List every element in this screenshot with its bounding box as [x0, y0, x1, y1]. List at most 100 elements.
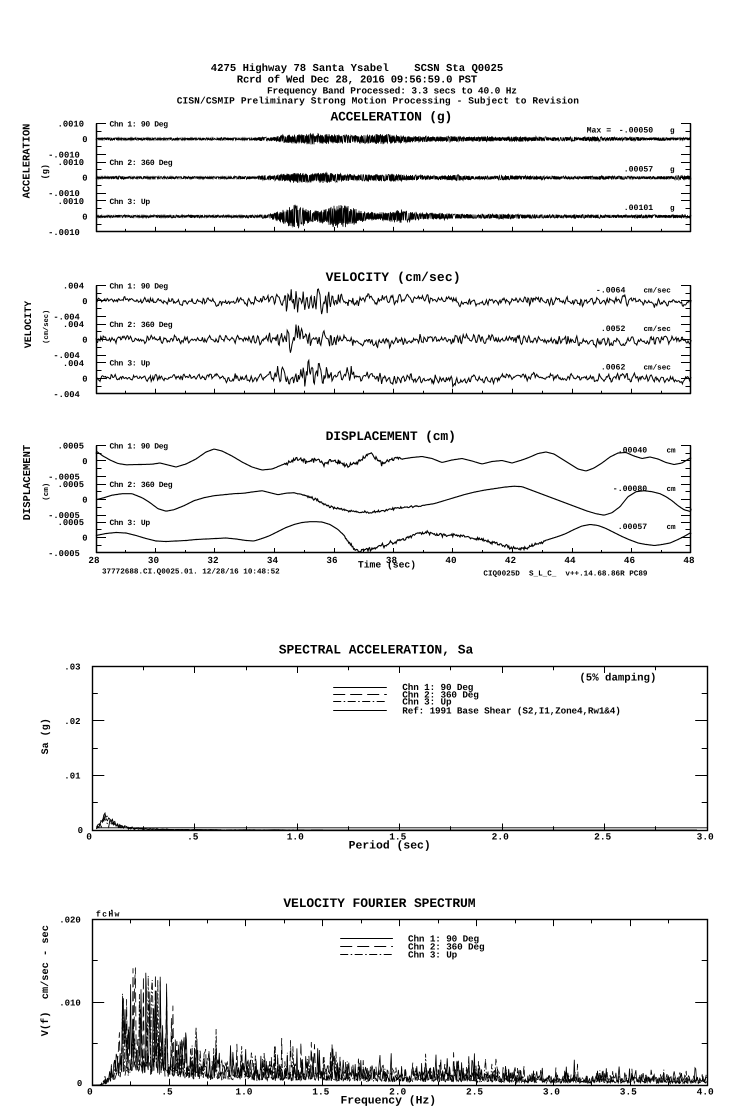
svg-text:3.5: 3.5	[620, 1087, 637, 1098]
svg-text:VELOCITY: VELOCITY	[23, 301, 34, 348]
svg-text:cm/sec: cm/sec	[644, 325, 672, 334]
svg-text:.00057: .00057	[624, 165, 654, 174]
svg-text:40: 40	[445, 555, 457, 566]
svg-text:-.004: -.004	[53, 312, 80, 322]
svg-text:Chn 3: Up: Chn 3: Up	[408, 950, 458, 961]
svg-text:cm: cm	[667, 486, 677, 494]
svg-text:(cm): (cm)	[42, 483, 51, 501]
svg-text:(5% damping): (5% damping)	[579, 673, 656, 685]
svg-text:0: 0	[78, 826, 83, 836]
svg-text:42: 42	[505, 555, 517, 566]
svg-text:cm: cm	[667, 447, 677, 455]
svg-text:Chn 2: 360 Deg: Chn 2: 360 Deg	[110, 321, 173, 330]
svg-text:37772688.CI.Q0025.01. 12/28/16: 37772688.CI.Q0025.01. 12/28/16 10:48:52	[102, 568, 280, 577]
svg-text:3.0: 3.0	[543, 1087, 560, 1098]
svg-text:DISPLACEMENT (cm): DISPLACEMENT (cm)	[326, 429, 456, 444]
svg-text:2.5: 2.5	[466, 1087, 483, 1098]
svg-text:Time (sec): Time (sec)	[358, 560, 416, 571]
svg-text:ACCELERATION (g): ACCELERATION (g)	[330, 109, 452, 124]
svg-text:.5: .5	[187, 832, 199, 843]
svg-text:Frequency Band Processed: 3.3: Frequency Band Processed: 3.3 secs to 40…	[267, 86, 517, 97]
svg-text:-.0010: -.0010	[48, 151, 80, 161]
svg-text:cm/sec: cm/sec	[644, 364, 672, 373]
svg-text:.0052: .0052	[601, 325, 626, 334]
svg-text:-.00050: -.00050	[619, 127, 653, 136]
svg-text:-.004: -.004	[53, 351, 80, 361]
svg-text:0: 0	[86, 832, 92, 843]
svg-text:-.004: -.004	[53, 390, 80, 400]
svg-text:CIQ0025D S_L_C_ v++.14.68.86: CIQ0025D S_L_C_ v++.14.68.86R PC89	[483, 569, 647, 578]
svg-text:Chn 1: 90 Deg: Chn 1: 90 Deg	[110, 120, 169, 129]
svg-text:.004: .004	[63, 320, 85, 330]
svg-text:.03: .03	[64, 663, 80, 673]
svg-text:V(f) cm/sec - sec: V(f) cm/sec - sec	[40, 925, 52, 1036]
svg-text:Chn 3: Up: Chn 3: Up	[402, 697, 452, 708]
svg-text:.004: .004	[63, 359, 85, 369]
svg-text:.00057: .00057	[618, 523, 648, 532]
svg-text:.0005: .0005	[58, 518, 84, 528]
svg-text:Sa (g): Sa (g)	[40, 718, 52, 754]
svg-text:46: 46	[624, 555, 636, 566]
svg-text:DISPLACEMENT: DISPLACEMENT	[22, 445, 34, 521]
svg-text:2.0: 2.0	[389, 1087, 406, 1098]
svg-text:Chn 1: 90 Deg: Chn 1: 90 Deg	[408, 933, 480, 944]
svg-text:-.00080: -.00080	[613, 485, 647, 494]
svg-text:Rcrd of Wed Dec 28, 2016 09:56: Rcrd of Wed Dec 28, 2016 09:56:59.0 PST	[237, 75, 478, 87]
svg-text:.0010: .0010	[58, 158, 84, 168]
svg-text:0: 0	[77, 1079, 82, 1089]
svg-text:Frequency (Hz): Frequency (Hz)	[340, 1095, 436, 1108]
svg-text:2.0: 2.0	[492, 832, 509, 843]
svg-text:-.0005: -.0005	[48, 511, 80, 521]
svg-text:(cm/sec): (cm/sec)	[42, 310, 51, 344]
svg-text:48: 48	[683, 555, 695, 566]
svg-text:4275 Highway 78 Santa Ysabel: 4275 Highway 78 Santa Ysabel SCSN Sta Q0…	[211, 63, 503, 75]
svg-text:Chn 2: 360 Deg: Chn 2: 360 Deg	[402, 689, 479, 700]
svg-text:1.0: 1.0	[235, 1087, 252, 1098]
svg-text:Chn 1: 90 Deg: Chn 1: 90 Deg	[110, 282, 169, 291]
svg-text:44: 44	[564, 555, 576, 566]
svg-text:3.0: 3.0	[697, 832, 714, 843]
svg-text:-.0005: -.0005	[48, 473, 80, 483]
svg-text:2.5: 2.5	[594, 832, 611, 843]
svg-text:VELOCITY (cm/sec): VELOCITY (cm/sec)	[326, 270, 461, 285]
svg-text:0: 0	[82, 174, 87, 184]
svg-text:ACCELERATION: ACCELERATION	[22, 124, 34, 199]
svg-text:1.0: 1.0	[287, 832, 304, 843]
svg-text:.0005: .0005	[58, 480, 84, 490]
svg-text:Chn 1: 90 Deg: Chn 1: 90 Deg	[402, 682, 474, 693]
svg-text:1.5: 1.5	[389, 832, 406, 843]
svg-text:cm: cm	[667, 524, 677, 532]
svg-text:28: 28	[88, 555, 100, 566]
svg-text:.004: .004	[63, 281, 85, 291]
svg-text:g: g	[670, 205, 675, 213]
svg-text:CISN/CSMIP Preliminary Strong: CISN/CSMIP Preliminary Strong Motion Pro…	[177, 96, 580, 107]
svg-text:0: 0	[82, 496, 87, 506]
svg-text:.020: .020	[59, 916, 81, 926]
svg-text:.0005: .0005	[58, 442, 84, 452]
svg-text:1.5: 1.5	[312, 1087, 329, 1098]
svg-text:fcHw: fcHw	[96, 910, 121, 920]
svg-text:.02: .02	[64, 717, 80, 727]
svg-text:.00040: .00040	[618, 446, 648, 455]
svg-text:.0010: .0010	[58, 120, 84, 130]
svg-text:0: 0	[82, 297, 87, 307]
svg-text:-.0010: -.0010	[48, 228, 80, 238]
svg-text:0: 0	[87, 1087, 93, 1098]
svg-text:0: 0	[82, 534, 87, 544]
svg-text:Ref: 1991 Base Shear (S2,I1,Zo: Ref: 1991 Base Shear (S2,I1,Zone4,Rw1&4)	[402, 706, 620, 717]
svg-text:.0062: .0062	[601, 364, 626, 373]
svg-text:Chn 1: 90 Deg: Chn 1: 90 Deg	[110, 442, 169, 451]
svg-text:0: 0	[82, 212, 87, 222]
svg-text:36: 36	[326, 555, 338, 566]
svg-text:Chn 3: Up: Chn 3: Up	[110, 198, 151, 207]
svg-text:.01: .01	[64, 772, 81, 782]
svg-text:.5: .5	[161, 1087, 173, 1098]
svg-text:-.0010: -.0010	[48, 189, 80, 199]
svg-text:.010: .010	[59, 998, 81, 1008]
svg-text:SPECTRAL ACCELERATION, Sa: SPECTRAL ACCELERATION, Sa	[279, 642, 474, 657]
svg-text:VELOCITY FOURIER SPECTRUM: VELOCITY FOURIER SPECTRUM	[283, 896, 475, 911]
svg-text:38: 38	[386, 555, 398, 566]
svg-text:.0010: .0010	[58, 197, 84, 207]
svg-text:Chn 2: 360 Deg: Chn 2: 360 Deg	[408, 942, 485, 953]
svg-text:Chn 2: 360 Deg: Chn 2: 360 Deg	[110, 481, 173, 490]
